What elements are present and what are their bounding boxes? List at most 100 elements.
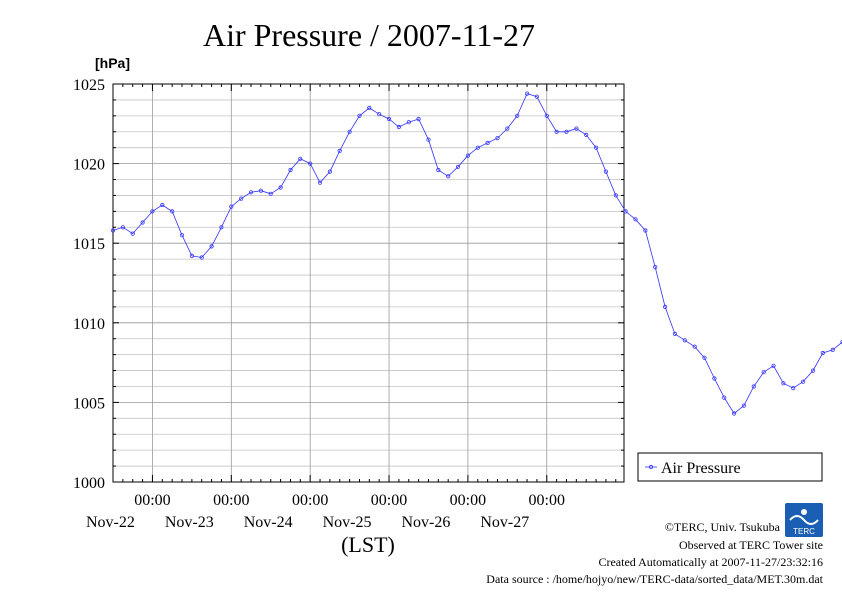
- data-point-air-pressure: [337, 148, 342, 153]
- data-point-air-pressure: [150, 209, 155, 214]
- data-point-air-pressure: [682, 338, 687, 343]
- y-tick-label: 1010: [73, 316, 105, 333]
- data-point-air-pressure: [140, 220, 145, 225]
- data-point-air-pressure: [722, 395, 727, 400]
- data-point-air-pressure: [524, 91, 530, 96]
- x-tick-label-date: Nov-24: [244, 514, 293, 531]
- x-tick-label-time: 00:00: [371, 492, 407, 509]
- data-point-air-pressure: [505, 126, 510, 131]
- x-tick-label-date: Nov-26: [401, 514, 450, 531]
- data-point-air-pressure: [239, 196, 244, 201]
- data-point-air-pressure: [170, 209, 175, 214]
- data-point-air-pressure: [179, 233, 185, 238]
- credit-created: Created Automatically at 2007-11-27/23:3…: [598, 555, 823, 569]
- y-tick-label: 1020: [73, 157, 105, 174]
- data-point-air-pressure: [396, 124, 401, 130]
- x-tick-label-time: 00:00: [529, 492, 565, 509]
- data-point-air-pressure: [120, 225, 126, 230]
- series-line-air-pressure: [112, 93, 842, 415]
- data-point-air-pressure: [584, 132, 589, 137]
- data-point-air-pressure: [268, 191, 273, 196]
- data-point-air-pressure: [544, 113, 549, 118]
- data-point-air-pressure: [485, 140, 490, 145]
- x-axis: 00:00Nov-2200:00Nov-2300:00Nov-2400:00No…: [86, 84, 617, 531]
- data-point-air-pressure: [515, 113, 520, 118]
- data-point-air-pressure: [643, 228, 648, 233]
- data-point-air-pressure: [455, 164, 461, 169]
- data-point-air-pressure: [219, 225, 224, 230]
- y-axis-unit: [hPa]: [95, 55, 130, 71]
- data-point-air-pressure: [110, 228, 116, 233]
- data-point-air-pressure: [446, 174, 451, 179]
- grid-lines: [113, 84, 624, 482]
- terc-logo: TERC: [785, 503, 823, 537]
- data-point-air-pressure: [288, 167, 293, 173]
- x-tick-label-date: Nov-23: [165, 514, 214, 531]
- logo-text: TERC: [793, 527, 815, 536]
- plot-frame: [112, 83, 625, 483]
- data-point-air-pressure: [633, 217, 638, 222]
- x-tick-label-time: 00:00: [213, 492, 249, 509]
- data-point-air-pressure: [377, 112, 382, 117]
- data-point-air-pressure: [475, 145, 480, 150]
- series-air-pressure: [110, 91, 842, 416]
- y-tick-label: 1015: [73, 236, 105, 253]
- credit-source: Data source : /home/hojyo/new/TERC-data/…: [486, 572, 823, 586]
- logo-wave-icon: [789, 515, 819, 525]
- legend-label-air-pressure: Air Pressure: [661, 460, 741, 477]
- data-point-air-pressure: [554, 129, 559, 134]
- data-point-air-pressure: [199, 255, 204, 260]
- x-tick-label-time: 00:00: [292, 492, 328, 509]
- data-point-air-pressure: [317, 180, 323, 185]
- data-point-air-pressure: [603, 169, 609, 174]
- data-point-air-pressure: [258, 188, 263, 193]
- data-point-air-pressure: [731, 411, 737, 416]
- data-point-air-pressure: [741, 403, 747, 408]
- data-point-air-pressure: [593, 145, 599, 150]
- data-point-air-pressure: [229, 204, 234, 209]
- data-point-air-pressure: [692, 344, 697, 349]
- data-point-air-pressure: [357, 113, 362, 118]
- data-point-air-pressure: [327, 169, 332, 174]
- data-point-air-pressure: [712, 376, 717, 381]
- data-point-air-pressure: [534, 94, 540, 99]
- legend-box: [637, 452, 823, 482]
- y-axis: 1000 1005 1010 1015 1020 1025: [73, 77, 624, 492]
- data-point-air-pressure: [416, 116, 421, 122]
- data-point-air-pressure: [702, 355, 707, 360]
- data-point-air-pressure: [189, 253, 194, 258]
- data-point-air-pressure: [308, 161, 313, 166]
- data-point-air-pressure: [574, 126, 579, 131]
- legend: Air Pressure: [637, 452, 823, 482]
- data-point-air-pressure: [820, 350, 825, 356]
- data-point-air-pressure: [406, 120, 411, 125]
- x-tick-label-date: Nov-22: [86, 514, 135, 531]
- data-point-air-pressure: [662, 304, 668, 309]
- y-tick-label: 1000: [73, 475, 105, 492]
- legend-marker-swatch: [648, 464, 654, 470]
- x-tick-label-time: 00:00: [450, 492, 486, 509]
- data-point-air-pressure: [495, 136, 500, 141]
- data-point-air-pressure: [771, 363, 776, 368]
- logo-drop-icon: [801, 509, 807, 515]
- data-point-air-pressure: [298, 156, 303, 161]
- data-point-air-pressure: [248, 190, 254, 195]
- x-axis-label: (LST): [341, 532, 395, 557]
- data-point-air-pressure: [347, 129, 352, 134]
- data-point-air-pressure: [613, 193, 618, 198]
- data-point-air-pressure: [830, 347, 835, 352]
- data-point-air-pressure: [791, 385, 796, 391]
- data-point-air-pressure: [800, 379, 806, 384]
- data-point-air-pressure: [751, 384, 756, 389]
- data-point-air-pressure: [564, 129, 569, 134]
- data-point-air-pressure: [810, 368, 816, 373]
- data-point-air-pressure: [367, 105, 372, 111]
- data-point-air-pressure: [436, 167, 441, 173]
- data-point-air-pressure: [426, 137, 431, 142]
- x-tick-label-date: Nov-27: [480, 514, 529, 531]
- data-point-air-pressure: [840, 339, 842, 344]
- credit-observed: Observed at TERC Tower site: [679, 538, 823, 552]
- data-point-air-pressure: [386, 116, 392, 122]
- data-point-air-pressure: [160, 202, 165, 208]
